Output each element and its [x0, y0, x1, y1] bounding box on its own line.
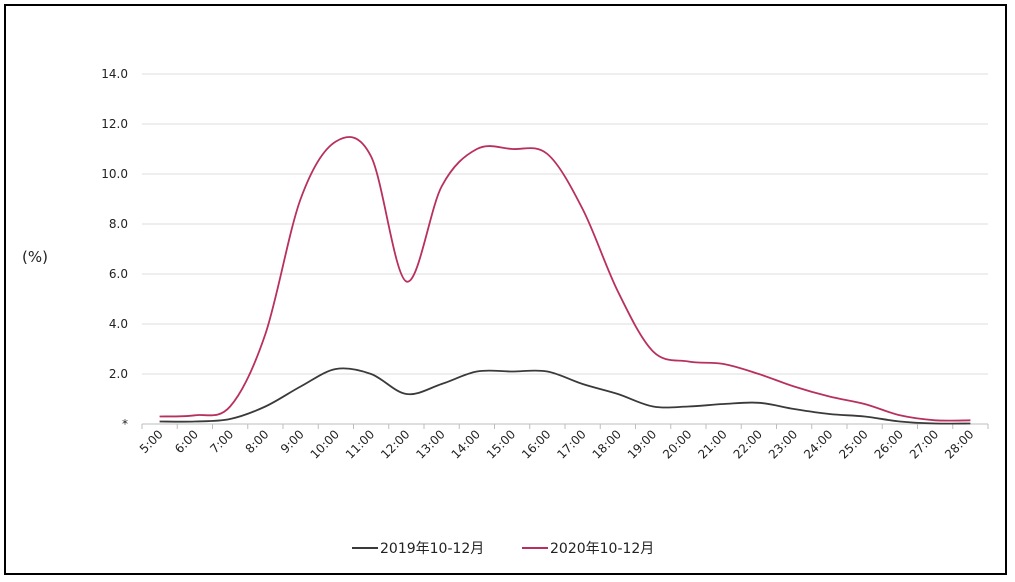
y-tick-label: 4.0: [109, 317, 128, 331]
y-tick-label: 14.0: [101, 67, 128, 81]
x-tick-label: 7:00: [207, 427, 236, 456]
x-tick-label: 6:00: [172, 427, 201, 456]
x-tick-label: 27:00: [907, 427, 941, 461]
x-tick-label: 15:00: [484, 427, 518, 461]
y-tick-label: *: [122, 417, 128, 431]
y-axis-label: (%): [22, 248, 48, 266]
x-tick-label: 20:00: [660, 427, 694, 461]
x-tick-label: 21:00: [695, 427, 729, 461]
x-tick-label: 11:00: [343, 427, 377, 461]
x-tick-label: 16:00: [519, 427, 553, 461]
series-line-2: [159, 136, 971, 422]
x-tick-label: 8:00: [243, 427, 272, 456]
y-tick-label: 8.0: [109, 217, 128, 231]
x-tick-label: 17:00: [554, 427, 588, 461]
x-tick-label: 22:00: [731, 427, 765, 461]
x-tick-label: 9:00: [278, 427, 307, 456]
x-tick-label: 5:00: [137, 427, 166, 456]
legend-label: 2020年10-12月: [550, 541, 654, 557]
y-tick-label: 2.0: [109, 367, 128, 381]
x-tick-label: 12:00: [378, 427, 412, 461]
x-tick-label: 24:00: [801, 427, 835, 461]
x-tick-label: 25:00: [836, 427, 870, 461]
x-tick-label: 18:00: [590, 427, 624, 461]
legend-label: 2019年10-12月: [380, 541, 484, 557]
x-tick-label: 10:00: [308, 427, 342, 461]
gridlines: [142, 73, 988, 425]
y-tick-label: 12.0: [101, 117, 128, 131]
series-lines: [159, 136, 971, 425]
x-tick-label: 26:00: [872, 427, 906, 461]
y-tick-label: 10.0: [101, 167, 128, 181]
x-tick-label: 23:00: [766, 427, 800, 461]
x-tick-label: 19:00: [625, 427, 659, 461]
x-tick-label: 28:00: [942, 427, 976, 461]
y-tick-label: 6.0: [109, 267, 128, 281]
x-tick-label: 14:00: [449, 427, 483, 461]
series-line-1: [159, 367, 971, 425]
chart-frame: [4, 4, 1007, 575]
x-tick-label: 13:00: [413, 427, 447, 461]
legend: 2019年10-12月 2020年10-12月: [352, 541, 654, 557]
